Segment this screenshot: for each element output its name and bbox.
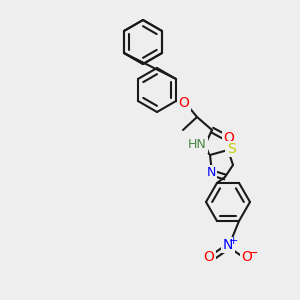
Text: +: + <box>228 236 238 246</box>
Text: O: O <box>178 96 189 110</box>
Text: O: O <box>224 131 234 145</box>
Text: O: O <box>204 250 214 264</box>
Text: N: N <box>206 167 216 179</box>
Text: HN: HN <box>188 139 206 152</box>
Text: −: − <box>248 247 258 260</box>
Text: N: N <box>223 238 233 252</box>
Text: S: S <box>226 142 236 156</box>
Text: O: O <box>242 250 252 264</box>
